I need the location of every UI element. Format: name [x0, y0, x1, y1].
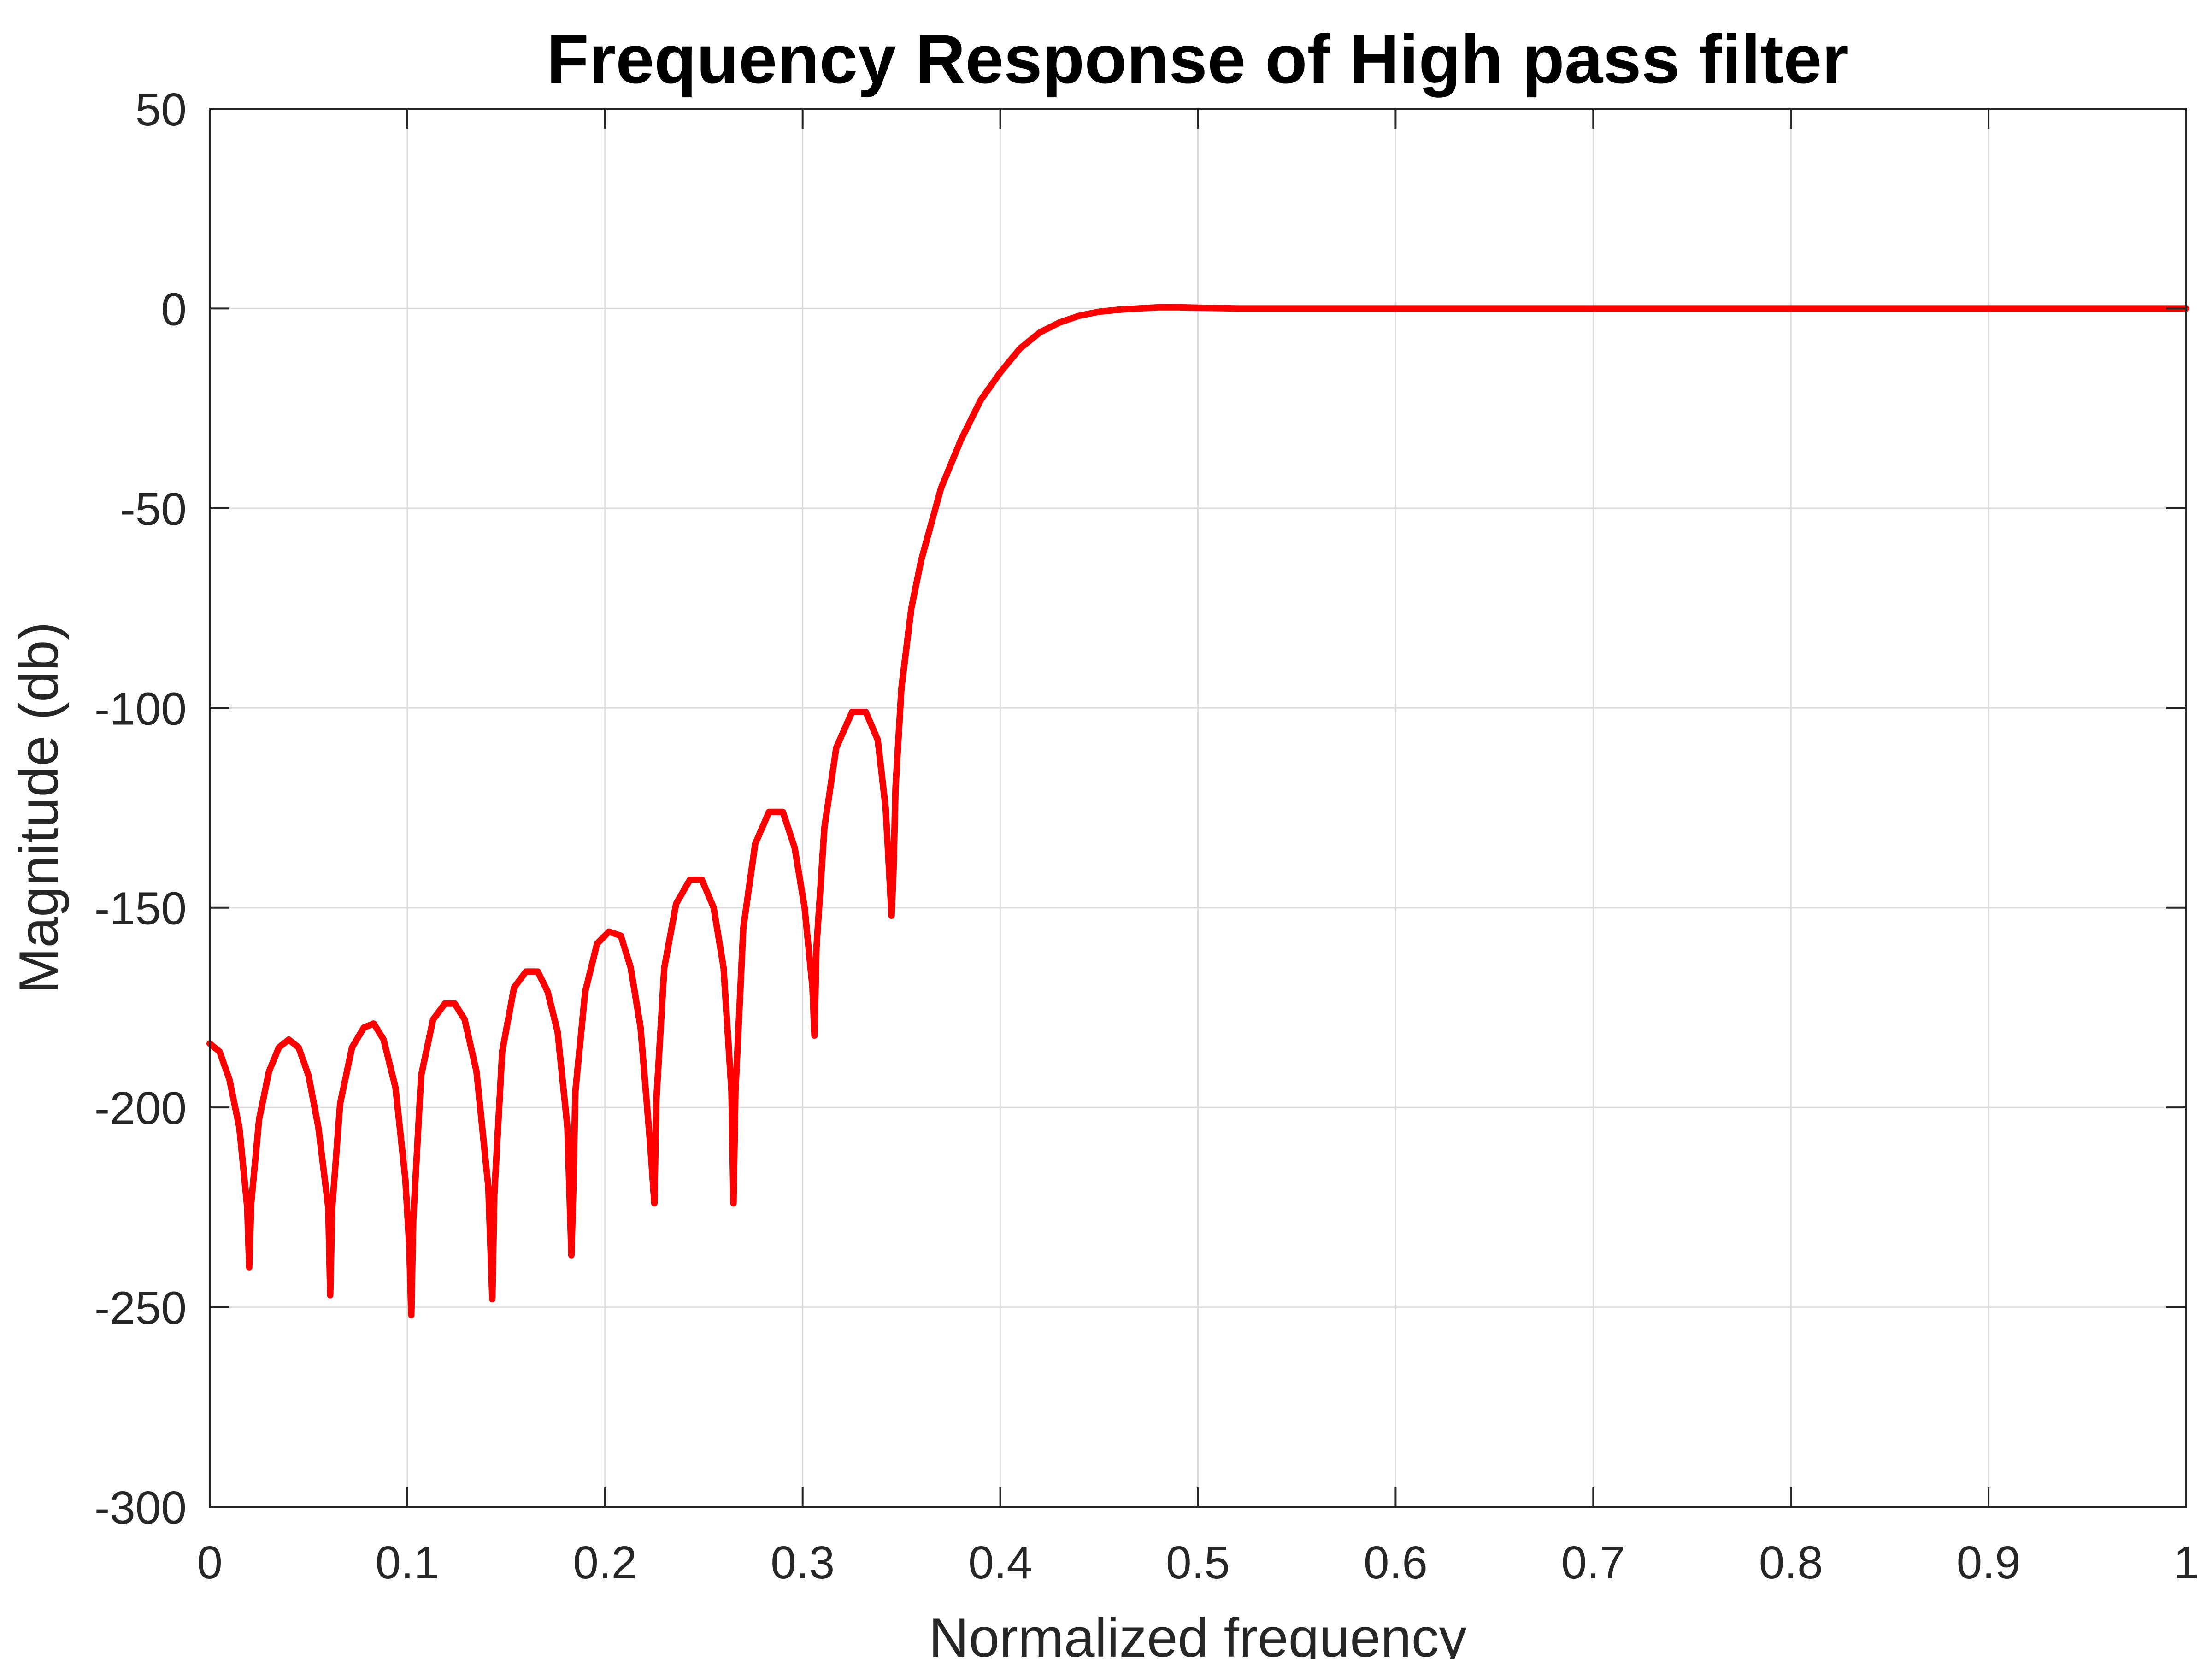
x-tick-label: 0.2	[573, 1537, 637, 1588]
y-tick-label: -200	[94, 1082, 187, 1134]
tick-marks	[209, 108, 2187, 1508]
x-tick-label: 0.8	[1759, 1537, 1823, 1588]
x-tick-labels: 0 0.1 0.2 0.3 0.4 0.5 0.6 0.7 0.8 0.9 1	[197, 1537, 2199, 1588]
y-axis-label: Magnitude (db)	[8, 622, 70, 994]
y-tick-label: 50	[135, 84, 187, 135]
x-tick-label: 0.5	[1166, 1537, 1230, 1588]
y-tick-label: -50	[120, 483, 187, 535]
x-tick-label: 0.1	[375, 1537, 439, 1588]
x-tick-label: 0.7	[1561, 1537, 1625, 1588]
x-tick-label: 0.6	[1364, 1537, 1428, 1588]
series-layer	[206, 304, 2189, 1318]
x-axis-label: Normalized frequency	[929, 1607, 1466, 1659]
y-tick-label: 0	[161, 283, 187, 335]
y-tick-label: -300	[94, 1482, 187, 1534]
chart-title: Frequency Response of High pass filter	[547, 20, 1849, 98]
x-tick-label: 0.9	[1957, 1537, 2021, 1588]
x-tick-label: 0.4	[968, 1537, 1032, 1588]
y-tick-label: -150	[94, 883, 187, 935]
y-tick-label: -250	[94, 1282, 187, 1334]
x-tick-label: 0	[197, 1537, 223, 1588]
series-line-magnitude	[206, 304, 2189, 1318]
x-tick-label: 0.3	[771, 1537, 835, 1588]
y-tick-label: -100	[94, 683, 187, 735]
x-tick-label: 1	[2173, 1537, 2199, 1588]
y-tick-labels: 50 0 -50 -100 -150 -200 -250 -300	[94, 84, 187, 1534]
